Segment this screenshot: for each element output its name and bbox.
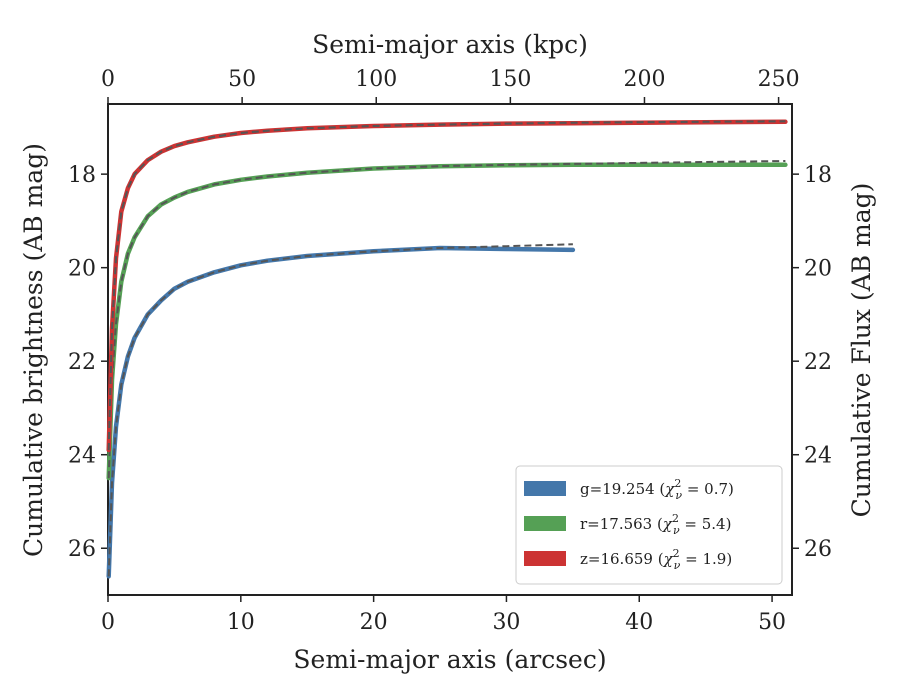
- right-y-ticks: 18 20 22 24 26: [792, 163, 832, 562]
- model-line-z: [107, 120, 786, 451]
- left-y-tick-label: 26: [68, 537, 96, 562]
- legend-label-g: g=19.254 (χ2 ν = 0.7): [580, 477, 734, 502]
- top-x-tick-label: 0: [101, 67, 115, 92]
- left-y-tick-label: 20: [68, 257, 96, 282]
- bottom-x-tick-label: 40: [625, 610, 653, 635]
- legend: g=19.254 (χ2 ν = 0.7) r=17.563 (χ2 ν = 5.4)…: [515, 465, 783, 585]
- series-layer: [106, 119, 788, 579]
- legend-swatch-z: [524, 551, 566, 566]
- top-x-ticks: 0 50 100 150 200 250: [101, 67, 800, 104]
- legend-label-z: z=16.659 (χ2 ν = 1.9): [580, 547, 732, 572]
- right-y-tick-label: 22: [804, 350, 832, 375]
- bottom-x-tick-label: 0: [101, 610, 115, 635]
- series-line-g: [106, 245, 576, 579]
- right-y-tick-label: 26: [804, 537, 832, 562]
- left-y-axis-title: Cumulative brightness (AB mag): [19, 143, 48, 557]
- model-line-r: [107, 160, 786, 479]
- bottom-x-tick-label: 20: [360, 610, 388, 635]
- plot-frame: [107, 103, 793, 596]
- bottom-x-tick-label: 50: [758, 610, 786, 635]
- top-x-tick-label: 100: [355, 67, 397, 92]
- bottom-x-ticks: 0 10 20 30 40 50: [101, 595, 786, 635]
- left-y-tick-label: 18: [68, 163, 96, 188]
- bottom-x-tick-label: 10: [227, 610, 255, 635]
- right-y-tick-label: 24: [804, 444, 832, 469]
- legend-label-r: r=17.563 (χ2 ν = 5.4): [580, 512, 731, 537]
- right-y-axis-title: Cumulative Flux (AB mag): [847, 183, 876, 518]
- left-y-tick-label: 22: [68, 350, 96, 375]
- legend-items: g=19.254 (χ2 ν = 0.7) r=17.563 (χ2 ν = 5.4)…: [524, 477, 734, 572]
- top-x-tick-label: 250: [758, 67, 800, 92]
- legend-swatch-r: [524, 516, 566, 531]
- top-x-tick-label: 50: [228, 67, 256, 92]
- bottom-x-axis-title: Semi-major axis (arcsec): [293, 645, 606, 674]
- series-line-z: [106, 119, 788, 453]
- top-x-tick-label: 200: [623, 67, 665, 92]
- left-y-ticks: 18 20 22 24 26: [68, 163, 108, 562]
- bottom-x-tick-label: 30: [492, 610, 520, 635]
- legend-frame: [515, 465, 783, 585]
- right-y-tick-label: 20: [804, 257, 832, 282]
- series-line-r: [106, 162, 788, 481]
- left-y-tick-label: 24: [68, 444, 96, 469]
- right-y-tick-label: 18: [804, 163, 832, 188]
- model-line-g: [107, 243, 573, 577]
- top-x-axis-title: Semi-major axis (kpc): [312, 30, 588, 59]
- legend-swatch-g: [524, 481, 566, 496]
- top-x-tick-label: 150: [489, 67, 531, 92]
